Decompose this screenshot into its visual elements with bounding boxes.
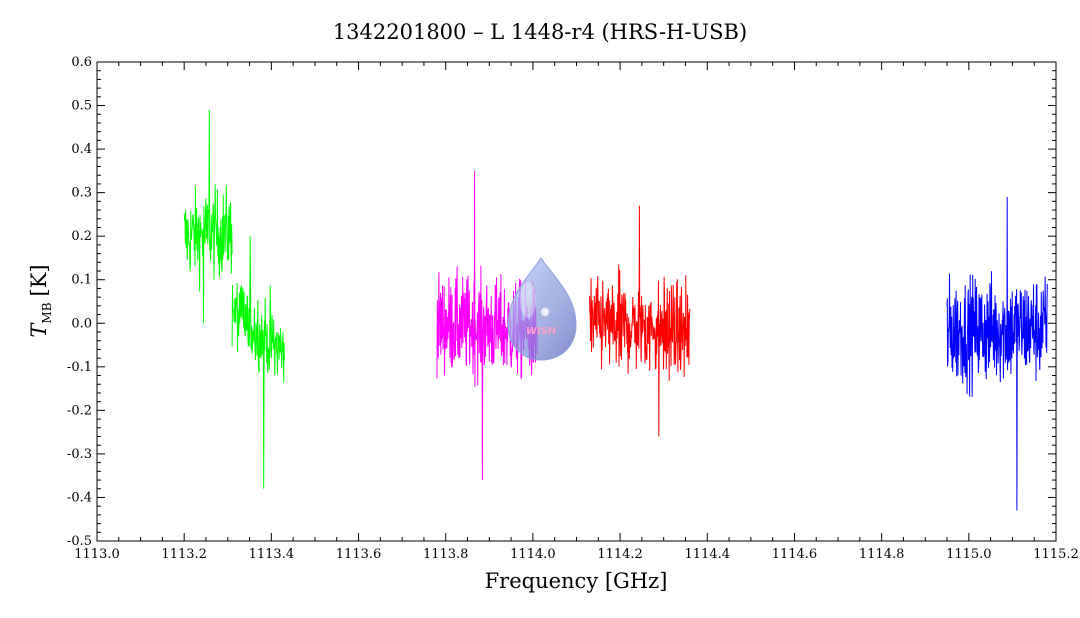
x-axis-ticks: 1113.0 1113.2 1113.4 1113.6 1113.8 1114.0 1114… <box>74 62 1079 562</box>
x-tick-label: 1115.2 <box>1033 547 1079 562</box>
y-tick-label: -0.3 <box>67 447 92 462</box>
y-tick-label: -0.5 <box>67 534 92 549</box>
x-tick-label: 1113.6 <box>336 547 382 562</box>
y-tick-label: 0.0 <box>71 316 92 331</box>
y-tick-label: -0.4 <box>67 490 92 505</box>
x-tick-label: 1114.0 <box>510 547 556 562</box>
spectrum-series-4-segment-1 <box>946 196 1048 511</box>
x-tick-label: 1115.0 <box>946 547 992 562</box>
y-axis-label-symbol: T <box>27 322 51 338</box>
y-axis-ticks: -0.5 -0.4 -0.3 -0.2 -0.1 0.0 0.1 0.2 0.3 0.4 0.5 0.… <box>67 55 1056 549</box>
x-tick-label: 1114.6 <box>772 547 818 562</box>
spectrum-series-1-segment-1 <box>183 109 233 324</box>
x-tick-label: 1114.4 <box>685 547 731 562</box>
y-axis-label-subscript: MB <box>40 302 54 323</box>
x-tick-label: 1113.4 <box>249 547 295 562</box>
y-tick-label: 0.1 <box>71 273 92 288</box>
x-tick-label: 1113.8 <box>423 547 469 562</box>
series-layer <box>183 109 1048 511</box>
wish-watermark-logo: WISH <box>507 257 577 361</box>
y-tick-label: 0.2 <box>71 229 92 244</box>
x-tick-label: 1113.0 <box>74 547 120 562</box>
y-tick-label: 0.5 <box>71 99 92 114</box>
y-axis-label: TMB [K] <box>27 264 54 337</box>
spectrum-series-1-segment-2 <box>231 236 285 489</box>
y-tick-label: -0.2 <box>67 403 92 418</box>
svg-text:TMB[K]: TMB [K] <box>27 264 54 337</box>
x-tick-label: 1114.8 <box>859 547 905 562</box>
y-tick-label: -0.1 <box>67 360 92 375</box>
y-tick-label: 0.6 <box>71 55 92 70</box>
x-axis-label: Frequency [GHz] <box>485 569 668 593</box>
y-tick-label: 0.4 <box>71 142 92 157</box>
spectrum-series-3-segment-1 <box>589 205 691 437</box>
chart-title: 1342201800 – L 1448-r4 (HRS-H-USB) <box>333 20 747 44</box>
watermark-text: WISH <box>526 326 557 337</box>
x-tick-label: 1113.2 <box>161 547 207 562</box>
x-tick-label: 1114.2 <box>597 547 643 562</box>
y-axis-label-unit: [K] <box>27 264 51 296</box>
y-tick-label: 0.3 <box>71 186 92 201</box>
